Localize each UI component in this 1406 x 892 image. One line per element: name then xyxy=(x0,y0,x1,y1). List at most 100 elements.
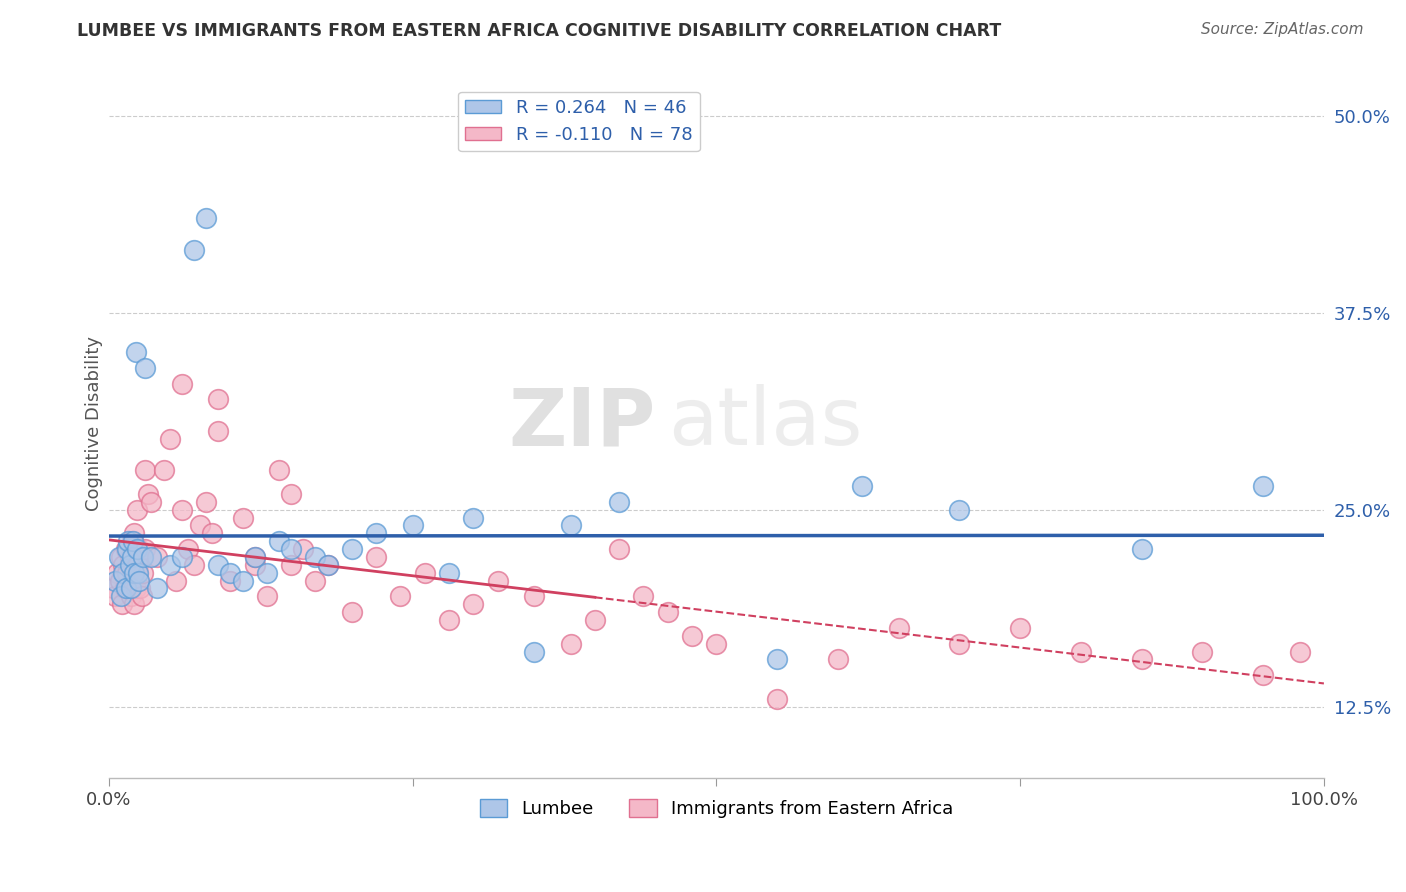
Point xyxy=(207,392,229,407)
Point xyxy=(165,574,187,588)
Point xyxy=(188,518,211,533)
Point xyxy=(159,432,181,446)
Point xyxy=(128,542,150,557)
Point xyxy=(1010,621,1032,635)
Text: ZIP: ZIP xyxy=(509,384,655,462)
Point xyxy=(101,582,124,596)
Text: Source: ZipAtlas.com: Source: ZipAtlas.com xyxy=(1201,22,1364,37)
Point xyxy=(124,566,146,580)
Point xyxy=(121,534,143,549)
Point xyxy=(583,613,606,627)
Point xyxy=(207,424,229,438)
Point xyxy=(401,518,423,533)
Point xyxy=(280,487,302,501)
Point xyxy=(340,605,363,619)
Point xyxy=(657,605,679,619)
Point xyxy=(207,558,229,572)
Point xyxy=(681,629,703,643)
Point xyxy=(170,549,193,564)
Point xyxy=(170,376,193,391)
Point xyxy=(887,621,910,635)
Point xyxy=(267,534,290,549)
Point xyxy=(108,574,131,588)
Point xyxy=(280,558,302,572)
Point xyxy=(159,558,181,572)
Point xyxy=(366,549,388,564)
Point xyxy=(105,566,128,580)
Point xyxy=(124,582,146,596)
Point xyxy=(112,566,135,580)
Point xyxy=(437,566,460,580)
Point xyxy=(948,637,970,651)
Point xyxy=(104,590,127,604)
Point xyxy=(132,566,155,580)
Point xyxy=(523,590,546,604)
Point xyxy=(132,549,155,564)
Point xyxy=(219,566,242,580)
Point xyxy=(141,549,163,564)
Point xyxy=(134,360,156,375)
Point xyxy=(766,691,789,706)
Point xyxy=(110,590,132,604)
Point xyxy=(1288,644,1310,658)
Point xyxy=(851,479,873,493)
Point xyxy=(292,542,315,557)
Point xyxy=(134,542,156,557)
Point xyxy=(183,243,205,257)
Point xyxy=(195,211,218,226)
Point xyxy=(607,542,630,557)
Point xyxy=(413,566,436,580)
Point xyxy=(115,542,138,557)
Point xyxy=(146,582,169,596)
Point xyxy=(120,590,142,604)
Point xyxy=(122,574,145,588)
Point xyxy=(280,542,302,557)
Point xyxy=(256,590,278,604)
Point xyxy=(115,566,138,580)
Text: LUMBEE VS IMMIGRANTS FROM EASTERN AFRICA COGNITIVE DISABILITY CORRELATION CHART: LUMBEE VS IMMIGRANTS FROM EASTERN AFRICA… xyxy=(77,22,1001,40)
Point xyxy=(115,582,138,596)
Point xyxy=(146,549,169,564)
Point xyxy=(304,549,326,564)
Point xyxy=(340,542,363,557)
Point xyxy=(127,558,149,572)
Point xyxy=(111,597,134,611)
Point xyxy=(267,463,290,477)
Point xyxy=(1130,652,1153,666)
Point xyxy=(122,534,145,549)
Legend: Lumbee, Immigrants from Eastern Africa: Lumbee, Immigrants from Eastern Africa xyxy=(472,791,960,825)
Point xyxy=(121,549,143,564)
Point xyxy=(389,590,412,604)
Point xyxy=(128,574,150,588)
Point xyxy=(201,526,224,541)
Point xyxy=(134,463,156,477)
Point xyxy=(122,558,145,572)
Point xyxy=(195,495,218,509)
Point xyxy=(131,590,153,604)
Point xyxy=(141,495,163,509)
Point xyxy=(124,526,146,541)
Point xyxy=(948,502,970,516)
Point xyxy=(1191,644,1213,658)
Point xyxy=(633,590,655,604)
Point xyxy=(523,644,546,658)
Point xyxy=(125,502,148,516)
Point xyxy=(104,574,127,588)
Point xyxy=(706,637,728,651)
Point xyxy=(463,597,485,611)
Point xyxy=(304,574,326,588)
Point xyxy=(243,549,266,564)
Point xyxy=(120,582,142,596)
Point xyxy=(316,558,339,572)
Point xyxy=(486,574,509,588)
Point xyxy=(152,463,174,477)
Point xyxy=(127,566,149,580)
Point xyxy=(256,566,278,580)
Point xyxy=(231,510,253,524)
Point xyxy=(124,345,146,359)
Point xyxy=(183,558,205,572)
Point xyxy=(366,526,388,541)
Point xyxy=(219,574,242,588)
Point xyxy=(560,637,582,651)
Point xyxy=(107,549,129,564)
